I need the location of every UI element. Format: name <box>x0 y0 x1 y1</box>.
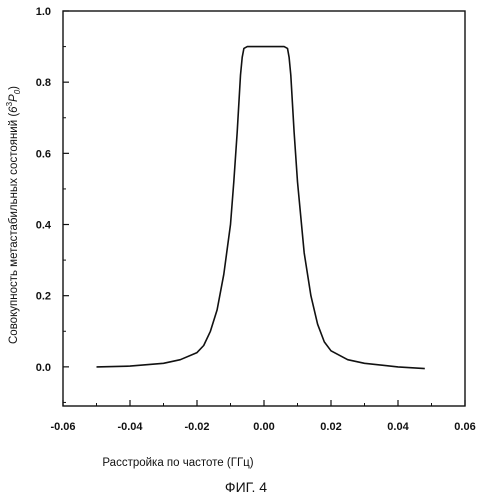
axis-tick-labels: -0.06 -0.04 -0.02 0.00 0.02 0.04 0.06 0.0 0.2 0.4… <box>36 6 476 433</box>
x-tick-label: 0.04 <box>387 421 409 433</box>
axis-ticks <box>63 11 465 406</box>
y-tick-label: 1.0 <box>36 6 51 18</box>
x-tick-label: -0.04 <box>117 421 143 433</box>
y-axis-label-text: Совокупность метастабильных состояний ( <box>8 113 20 344</box>
series-line <box>97 47 425 369</box>
plot-frame <box>63 11 465 406</box>
x-tick-label: -0.06 <box>50 421 75 433</box>
x-tick-label: 0.00 <box>253 421 274 433</box>
y-axis-label: Совокупность метастабильных состояний (6… <box>5 86 22 344</box>
x-tick-label: 0.06 <box>454 421 475 433</box>
x-tick-label: -0.02 <box>184 421 209 433</box>
x-tick-label: 0.02 <box>320 421 341 433</box>
y-tick-label: 0.6 <box>36 148 51 160</box>
y-axis-label-close: ) <box>8 86 20 90</box>
y-tick-label: 0.8 <box>36 77 51 89</box>
y-tick-label: 0.0 <box>36 362 51 374</box>
y-tick-label: 0.4 <box>36 220 52 232</box>
x-axis-label: Расстройка по частоте (ГГц) <box>102 457 253 469</box>
y-tick-label: 0.2 <box>36 291 51 303</box>
figure-caption: ФИГ. 4 <box>225 479 267 495</box>
